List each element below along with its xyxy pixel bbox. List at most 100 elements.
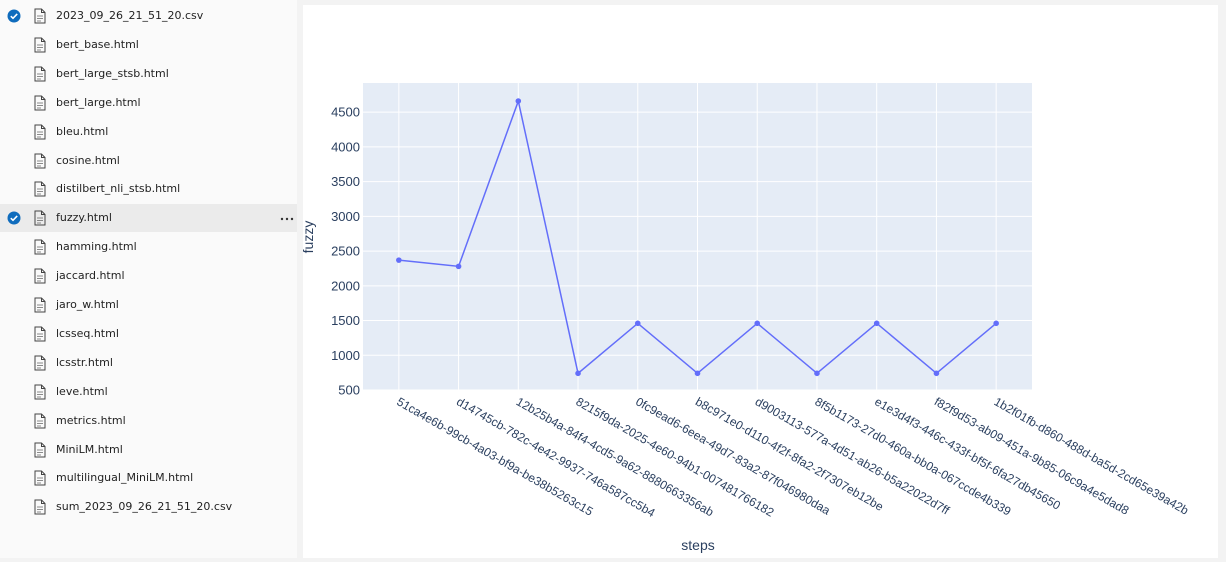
file-row[interactable]: leve.html bbox=[0, 378, 297, 406]
file-row[interactable]: bert_large_stsb.html bbox=[0, 60, 297, 88]
y-tick-label: 4000 bbox=[331, 139, 360, 154]
file-row[interactable]: fuzzy.html bbox=[0, 204, 297, 233]
file-icon bbox=[34, 124, 46, 140]
file-icon bbox=[34, 499, 46, 515]
file-icon bbox=[34, 268, 46, 284]
file-row[interactable]: bert_large.html bbox=[0, 89, 297, 117]
dot bbox=[285, 218, 289, 221]
y-tick-label: 3500 bbox=[331, 174, 360, 189]
file-outline bbox=[34, 8, 46, 24]
file-row[interactable]: lcsstr.html bbox=[0, 349, 297, 377]
file-row[interactable]: jaccard.html bbox=[0, 262, 297, 290]
file-outline bbox=[34, 37, 46, 53]
file-name: bleu.html bbox=[56, 124, 109, 138]
file-outline bbox=[34, 384, 46, 400]
y-tick-label: 1500 bbox=[331, 313, 360, 328]
file-icon bbox=[34, 384, 46, 400]
check-icon bbox=[7, 211, 21, 225]
file-row[interactable]: sum_2023_09_26_21_51_20.csv bbox=[0, 493, 297, 521]
file-outline bbox=[34, 66, 46, 82]
file-row[interactable]: lcsseq.html bbox=[0, 320, 297, 348]
file-lines bbox=[37, 188, 43, 195]
check-circle bbox=[7, 9, 21, 23]
file-lines bbox=[37, 362, 43, 369]
file-lines bbox=[37, 304, 43, 311]
file-row[interactable]: cosine.html bbox=[0, 147, 297, 175]
file-row[interactable]: jaro_w.html bbox=[0, 291, 297, 319]
file-outline bbox=[34, 153, 46, 168]
file-lines bbox=[37, 449, 43, 455]
file-icon bbox=[34, 153, 46, 168]
file-row[interactable]: MiniLM.html bbox=[0, 436, 297, 464]
data-point bbox=[933, 370, 940, 377]
file-outline bbox=[34, 326, 46, 342]
file-outline bbox=[34, 355, 46, 371]
dot bbox=[290, 218, 294, 221]
file-name: cosine.html bbox=[56, 153, 120, 167]
file-icon bbox=[34, 239, 46, 255]
file-lines bbox=[37, 275, 43, 282]
file-outline bbox=[34, 210, 46, 226]
file-row[interactable]: distilbert_nli_stsb.html bbox=[0, 175, 297, 203]
file-lines bbox=[37, 102, 43, 109]
dot bbox=[280, 218, 284, 221]
file-name: jaro_w.html bbox=[56, 298, 119, 311]
file-row[interactable]: multilingual_MiniLM.html bbox=[0, 464, 297, 492]
y-tick-label: 4500 bbox=[331, 105, 360, 120]
file-icon bbox=[34, 413, 46, 429]
file-icon bbox=[34, 470, 46, 486]
data-point bbox=[694, 370, 701, 377]
y-tick-label: 2500 bbox=[331, 244, 360, 259]
file-name: bert_large.html bbox=[56, 95, 141, 109]
file-lines bbox=[37, 420, 43, 426]
file-lines bbox=[37, 477, 43, 484]
file-outline bbox=[34, 413, 46, 429]
file-outline bbox=[34, 239, 46, 255]
file-row[interactable]: metrics.html bbox=[0, 407, 297, 435]
more-button[interactable] bbox=[280, 216, 294, 222]
file-lines bbox=[37, 391, 43, 398]
data-point bbox=[515, 98, 522, 104]
file-icon bbox=[34, 442, 46, 457]
file-row[interactable]: bert_base.html bbox=[0, 31, 297, 59]
file-icon bbox=[34, 326, 46, 342]
file-icon bbox=[34, 355, 46, 371]
file-icon bbox=[34, 66, 46, 82]
file-icon bbox=[34, 210, 46, 226]
y-tick-label: 3000 bbox=[331, 209, 360, 224]
file-name: bert_base.html bbox=[56, 37, 139, 51]
y-tick-label: 500 bbox=[338, 383, 360, 398]
y-axis-label: fuzzy bbox=[303, 221, 316, 254]
check-mark bbox=[10, 215, 18, 222]
file-name: MiniLM.html bbox=[56, 442, 123, 456]
file-row[interactable]: bleu.html bbox=[0, 118, 297, 146]
file-outline bbox=[34, 124, 46, 140]
file-outline bbox=[34, 470, 46, 486]
file-row[interactable]: hamming.html bbox=[0, 233, 297, 261]
file-icon bbox=[34, 37, 46, 53]
chart: fuzzy steps 500 1000 1500 2000 2500 3000 3500 4… bbox=[300, 83, 1191, 553]
file-lines bbox=[37, 506, 43, 513]
file-icon bbox=[34, 297, 46, 313]
preview-pane: fuzzy steps 500 1000 1500 2000 2500 3000 3500 4… bbox=[300, 5, 1218, 558]
check-icon bbox=[7, 9, 21, 23]
data-point bbox=[575, 370, 581, 377]
file-name: distilbert_nli_stsb.html bbox=[56, 182, 181, 196]
data-point bbox=[455, 263, 462, 270]
file-name: leve.html bbox=[56, 384, 108, 398]
file-name: lcsseq.html bbox=[56, 326, 119, 340]
file-outline bbox=[34, 499, 46, 515]
file-outline bbox=[34, 95, 46, 111]
file-lines bbox=[37, 131, 43, 137]
file-name: bert_large_stsb.html bbox=[56, 66, 169, 80]
data-point bbox=[396, 257, 402, 263]
data-point bbox=[814, 370, 820, 377]
file-lines bbox=[37, 333, 43, 340]
file-lines bbox=[37, 246, 43, 253]
file-row[interactable]: 2023_09_26_21_51_20.csv bbox=[0, 2, 297, 30]
file-outline bbox=[34, 181, 46, 197]
file-name: lcsstr.html bbox=[56, 355, 113, 369]
file-lines bbox=[37, 160, 43, 166]
data-point bbox=[873, 320, 880, 327]
